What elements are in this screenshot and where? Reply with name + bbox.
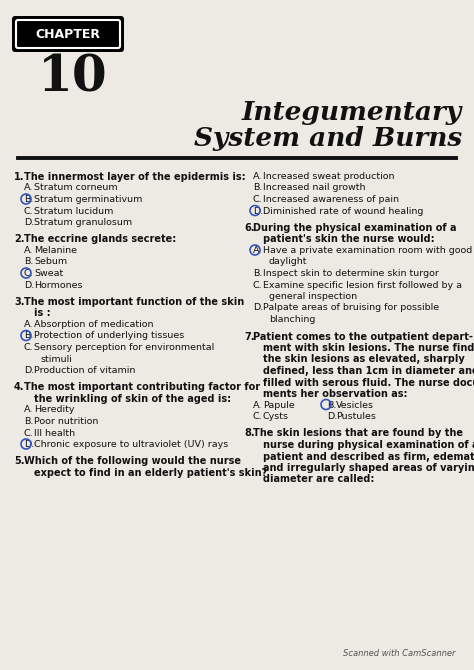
Text: patient and described as firm, edematous: patient and described as firm, edematous — [263, 452, 474, 462]
Text: C.: C. — [253, 195, 263, 204]
Text: Stratum granulosum: Stratum granulosum — [34, 218, 132, 227]
Text: A.: A. — [24, 405, 33, 415]
Text: Increased nail growth: Increased nail growth — [263, 184, 365, 192]
Text: blanching: blanching — [269, 315, 315, 324]
Text: Integumentary: Integumentary — [242, 100, 462, 125]
Text: Melanine: Melanine — [34, 246, 77, 255]
Text: 3.: 3. — [14, 297, 25, 307]
Text: C.: C. — [253, 412, 263, 421]
Text: A.: A. — [253, 401, 263, 409]
Text: The most important contributing factor for: The most important contributing factor f… — [24, 383, 260, 393]
Text: the skin lesions as elevated, sharply: the skin lesions as elevated, sharply — [263, 354, 465, 364]
Text: Examine specific lesion first followed by a: Examine specific lesion first followed b… — [263, 281, 462, 289]
Text: ment with skin lesions. The nurse finds: ment with skin lesions. The nurse finds — [263, 343, 474, 353]
Text: Heredity: Heredity — [34, 405, 74, 415]
Text: 2.: 2. — [14, 234, 25, 245]
Text: is :: is : — [34, 308, 51, 318]
Text: C.: C. — [24, 206, 34, 216]
Text: B.: B. — [24, 417, 33, 426]
FancyBboxPatch shape — [16, 20, 120, 48]
Text: filled with serous fluid. The nurse docu-: filled with serous fluid. The nurse docu… — [263, 377, 474, 387]
Text: Stratum corneum: Stratum corneum — [34, 184, 118, 192]
Text: D.: D. — [24, 440, 34, 449]
Text: Palpate areas of bruising for possible: Palpate areas of bruising for possible — [263, 304, 439, 312]
Text: Cysts: Cysts — [263, 412, 289, 421]
Text: diameter are called:: diameter are called: — [263, 474, 374, 484]
Text: Hormones: Hormones — [34, 281, 82, 289]
Text: Poor nutrition: Poor nutrition — [34, 417, 99, 426]
Text: Stratum lucidum: Stratum lucidum — [34, 206, 113, 216]
Text: 7.: 7. — [244, 332, 255, 342]
Text: Production of vitamin: Production of vitamin — [34, 366, 136, 375]
Text: D.: D. — [253, 206, 263, 216]
Text: Diminished rate of wound healing: Diminished rate of wound healing — [263, 206, 423, 216]
Text: CHAPTER: CHAPTER — [36, 27, 100, 40]
Text: B.: B. — [253, 269, 263, 278]
Text: D.: D. — [253, 304, 263, 312]
Text: stimuli: stimuli — [40, 354, 72, 364]
Text: B.: B. — [327, 401, 337, 409]
Text: Increased sweat production: Increased sweat production — [263, 172, 394, 181]
Text: A.: A. — [253, 172, 263, 181]
Text: D.: D. — [24, 218, 34, 227]
Text: B.: B. — [24, 257, 33, 267]
Text: Papule: Papule — [263, 401, 295, 409]
Text: A.: A. — [253, 246, 263, 255]
Text: C.: C. — [24, 269, 34, 278]
Text: Patient comes to the outpatient depart-: Patient comes to the outpatient depart- — [253, 332, 473, 342]
Text: Inspect skin to determine skin turgor: Inspect skin to determine skin turgor — [263, 269, 439, 278]
Text: defined, less than 1cm in diameter and: defined, less than 1cm in diameter and — [263, 366, 474, 376]
Text: 1.: 1. — [14, 172, 25, 182]
Text: C.: C. — [253, 281, 263, 289]
Text: D.: D. — [24, 366, 34, 375]
FancyBboxPatch shape — [12, 16, 124, 52]
Text: and irregularly shaped areas of varying: and irregularly shaped areas of varying — [263, 463, 474, 473]
Text: System and Burns: System and Burns — [194, 126, 462, 151]
Text: Absorption of medication: Absorption of medication — [34, 320, 154, 329]
Text: A.: A. — [24, 184, 33, 192]
Text: Ill health: Ill health — [34, 429, 75, 438]
Text: the wrinkling of skin of the aged is:: the wrinkling of skin of the aged is: — [34, 394, 231, 404]
Text: 4.: 4. — [14, 383, 25, 393]
Text: The most important function of the skin: The most important function of the skin — [24, 297, 244, 307]
Text: C.: C. — [24, 343, 34, 352]
Text: nurse during physical examination of a: nurse during physical examination of a — [263, 440, 474, 450]
Text: Sebum: Sebum — [34, 257, 67, 267]
Text: The eccrine glands secrete:: The eccrine glands secrete: — [24, 234, 176, 245]
Text: The innermost layer of the epidermis is:: The innermost layer of the epidermis is: — [24, 172, 246, 182]
Text: Chronic exposure to ultraviolet (UV) rays: Chronic exposure to ultraviolet (UV) ray… — [34, 440, 228, 449]
Text: Protection of underlying tissues: Protection of underlying tissues — [34, 332, 184, 340]
Text: During the physical examination of a: During the physical examination of a — [253, 223, 456, 233]
Text: Which of the following would the nurse: Which of the following would the nurse — [24, 456, 241, 466]
Text: Vesicles: Vesicles — [336, 401, 374, 409]
Text: Stratum germinativum: Stratum germinativum — [34, 195, 142, 204]
Text: A.: A. — [24, 246, 33, 255]
Text: 8.: 8. — [244, 429, 255, 438]
Text: B.: B. — [24, 332, 33, 340]
Text: 5.: 5. — [14, 456, 25, 466]
Text: Pustules: Pustules — [336, 412, 376, 421]
Text: Scanned with CamScanner: Scanned with CamScanner — [344, 649, 456, 658]
Text: D.: D. — [24, 281, 34, 289]
Text: Have a private examination room with good: Have a private examination room with goo… — [263, 246, 472, 255]
Text: 6.: 6. — [244, 223, 255, 233]
Text: The skin lesions that are found by the: The skin lesions that are found by the — [253, 429, 463, 438]
Text: B.: B. — [24, 195, 33, 204]
Text: expect to find in an elderly patient's skin?: expect to find in an elderly patient's s… — [34, 468, 267, 478]
Text: general inspection: general inspection — [269, 292, 357, 301]
Text: ments her observation as:: ments her observation as: — [263, 389, 408, 399]
Text: 10: 10 — [38, 53, 108, 102]
Text: Sweat: Sweat — [34, 269, 63, 278]
Text: Sensory perception for environmental: Sensory perception for environmental — [34, 343, 214, 352]
Text: daylight: daylight — [269, 257, 308, 267]
Text: patient's skin the nurse would:: patient's skin the nurse would: — [263, 234, 435, 245]
Text: C.: C. — [24, 429, 34, 438]
Text: Increased awareness of pain: Increased awareness of pain — [263, 195, 399, 204]
Text: A.: A. — [24, 320, 33, 329]
Text: B.: B. — [253, 184, 263, 192]
Text: D.: D. — [327, 412, 337, 421]
